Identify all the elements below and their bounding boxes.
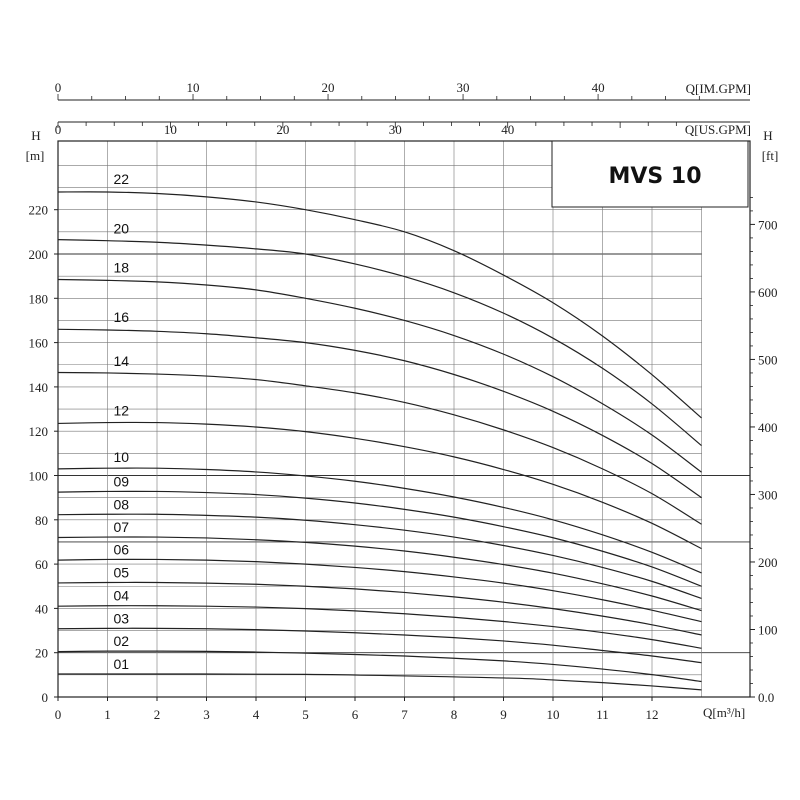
curve-06 [57, 558, 702, 623]
curve-08 [57, 513, 702, 599]
curve-label-09: 09 [113, 473, 129, 489]
y-right-tick-label: 0.0 [758, 690, 774, 705]
top-axis-usgpm-label: Q[US.GPM] [685, 122, 751, 137]
y-right-tick-label: 300 [758, 487, 778, 502]
curve-label-06: 06 [113, 541, 129, 557]
curve-label-14: 14 [113, 353, 129, 369]
curve-04 [57, 605, 702, 649]
title-box: MVS 10 [551, 140, 749, 208]
curve-label-04: 04 [113, 588, 129, 604]
curve-label-08: 08 [113, 496, 129, 512]
curve-05 [57, 581, 702, 636]
top-usgpm-tick-label: 20 [276, 122, 289, 137]
y-right-tick-label: 100 [758, 622, 778, 637]
right-axis-unit: [ft] [762, 148, 779, 163]
curve-07 [57, 536, 702, 612]
y-left-tick-label: 160 [29, 336, 49, 351]
y-left-tick-label: 20 [35, 646, 48, 661]
y-right-tick-label: 700 [758, 217, 778, 232]
x-tick-label: 9 [500, 707, 507, 722]
curve-16 [57, 328, 702, 499]
top-imgpm-tick-label: 30 [457, 80, 470, 95]
curve-03 [57, 627, 702, 664]
curve-02 [57, 650, 702, 683]
x-tick-label: 4 [253, 707, 260, 722]
left-axis-unit: [m] [26, 148, 45, 163]
top-imgpm-tick-label: 0 [55, 80, 62, 95]
y-left-tick-label: 60 [35, 557, 48, 572]
x-tick-label: 1 [104, 707, 111, 722]
y-right-tick-label: 400 [758, 420, 778, 435]
x-axis-label: Q[m³/h] [703, 705, 745, 720]
curve-label-07: 07 [113, 519, 129, 535]
y-left-tick-label: 0 [42, 690, 49, 705]
curve-label-10: 10 [113, 449, 129, 465]
x-tick-label: 0 [55, 707, 62, 722]
y-right-tick-label: 200 [758, 555, 778, 570]
x-tick-label: 12 [646, 707, 659, 722]
curve-label-05: 05 [113, 564, 129, 580]
curve-18 [57, 278, 702, 473]
curve-label-12: 12 [113, 403, 129, 419]
y-left-tick-label: 200 [29, 247, 49, 262]
x-tick-label: 2 [154, 707, 161, 722]
curve-label-01: 01 [113, 656, 129, 672]
y-left-tick-label: 140 [29, 380, 49, 395]
curve-label-16: 16 [113, 309, 129, 325]
curve-09 [57, 490, 702, 587]
curve-label-20: 20 [113, 221, 129, 237]
right-axis-label: H [763, 128, 772, 143]
x-tick-label: 3 [203, 707, 210, 722]
chart-title: MVS 10 [608, 164, 701, 189]
x-tick-label: 8 [451, 707, 458, 722]
x-tick-label: 5 [302, 707, 309, 722]
curve-label-22: 22 [113, 171, 129, 187]
x-tick-label: 7 [401, 707, 408, 722]
y-left-tick-label: 120 [29, 424, 49, 439]
y-left-tick-label: 80 [35, 513, 48, 528]
curve-01 [57, 673, 702, 691]
y-right-tick-label: 600 [758, 285, 778, 300]
y-left-tick-label: 100 [29, 469, 49, 484]
y-right-tick-label: 500 [758, 352, 778, 367]
top-imgpm-tick-label: 10 [187, 80, 200, 95]
x-tick-label: 11 [596, 707, 609, 722]
y-left-tick-label: 40 [35, 601, 48, 616]
curves: 01 02 03 04 05 06 07 08 09 10 12 14 16 18 20 22 [57, 171, 702, 691]
top-usgpm-tick-label: 10 [164, 122, 177, 137]
curve-label-18: 18 [113, 259, 129, 275]
left-axis-label: H [31, 128, 40, 143]
top-imgpm-tick-label: 40 [592, 80, 605, 95]
curve-10 [57, 467, 702, 574]
top-usgpm-tick-label: 40 [501, 122, 514, 137]
top-imgpm-tick-label: 20 [322, 80, 335, 95]
axes: 0 1 2 3 4 5 6 7 8 9 10 11 12020406080100120140160180… [29, 80, 778, 722]
top-axis-imgpm-label: Q[IM.GPM] [686, 81, 751, 96]
top-usgpm-tick-label: 0 [55, 122, 62, 137]
top-usgpm-tick-label: 30 [389, 122, 402, 137]
y-left-tick-label: 180 [29, 291, 49, 306]
y-left-tick-label: 220 [29, 203, 49, 218]
curve-22 [57, 191, 702, 419]
curve-label-02: 02 [113, 633, 129, 649]
curve-label-03: 03 [113, 610, 129, 626]
x-tick-label: 10 [547, 707, 560, 722]
curve-12 [57, 421, 702, 550]
curve-20 [57, 239, 702, 447]
x-tick-label: 6 [352, 707, 359, 722]
curve-14 [57, 371, 702, 525]
